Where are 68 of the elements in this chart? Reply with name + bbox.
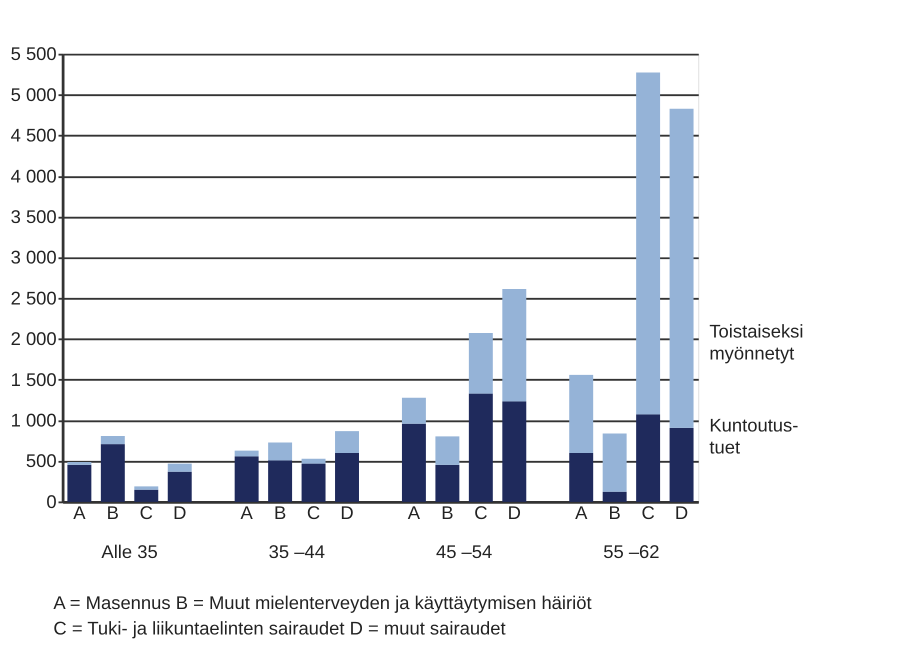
y-tick-label: 1 000	[10, 409, 57, 430]
bar	[268, 442, 292, 460]
x-tick-label: D	[340, 502, 354, 523]
x-tick-label: C	[140, 502, 153, 523]
bar	[402, 398, 426, 424]
text: 35 –44	[268, 541, 325, 562]
bar	[636, 72, 660, 414]
y-tick-label: 4 000	[10, 165, 57, 186]
bar	[636, 414, 660, 502]
x-tick-label: D	[173, 502, 186, 523]
bar	[569, 374, 594, 454]
bar	[670, 428, 694, 502]
bar	[134, 486, 158, 490]
text: 45 –54	[436, 541, 492, 562]
bar	[602, 492, 627, 502]
bar	[670, 108, 694, 428]
x-tick-label: B	[274, 502, 286, 523]
y-tick-label: 500	[26, 450, 57, 472]
bar	[234, 456, 259, 502]
x-tick-label: A	[408, 502, 421, 523]
bar	[168, 464, 192, 472]
y-tick-label: 5 000	[10, 84, 57, 105]
x-tick-label: A	[240, 502, 254, 523]
bar	[100, 444, 125, 502]
x-tick-label: B	[608, 502, 621, 523]
bar	[502, 401, 526, 502]
bar	[168, 472, 192, 502]
x-tick-label: C	[641, 502, 655, 523]
bar	[468, 332, 493, 394]
y-tick-label: 2 500	[10, 287, 57, 308]
series-label: Toistaiseksi myönnetyt	[709, 320, 804, 364]
x-tick-label: D	[674, 502, 688, 523]
bar	[302, 464, 326, 502]
bar	[67, 464, 92, 502]
x-tick-label: D	[508, 502, 521, 523]
bar	[335, 431, 359, 454]
bar	[569, 453, 594, 502]
bar	[502, 289, 526, 402]
y-tick-label: 0	[46, 490, 57, 512]
text: Alle 35	[101, 541, 158, 562]
y-tick-label: 2 000	[10, 328, 57, 350]
bar	[402, 424, 426, 502]
bar	[268, 460, 292, 502]
text: 55 –62	[603, 541, 660, 562]
bar	[234, 450, 259, 456]
x-tick-label: C	[474, 502, 488, 523]
bar	[100, 436, 125, 444]
text: C = Tuki- ja liikuntaelinten sairaudet D = muut sairaudet	[53, 618, 506, 639]
x-tick-label: B	[441, 502, 454, 523]
bar	[67, 462, 92, 465]
y-tick-label: 4 500	[10, 124, 57, 146]
y-tick-label: 3 000	[10, 246, 57, 268]
bar	[134, 490, 158, 502]
y-tick-label: 5 500	[10, 43, 57, 64]
bar	[468, 394, 493, 502]
bar	[435, 436, 460, 465]
text: A = Masennus B = Muut mielenterveyden ja käyttäytymisen häiriöt	[53, 592, 592, 613]
x-tick-label: A	[73, 502, 86, 523]
bar	[435, 464, 460, 502]
x-tick-label: B	[106, 502, 119, 523]
x-tick-label: A	[575, 502, 588, 523]
bar	[602, 434, 627, 492]
bar	[302, 458, 326, 464]
series-label: Kuntoutus-tuet	[709, 414, 798, 458]
y-tick-label: 3 500	[10, 206, 57, 227]
bar	[335, 453, 359, 502]
x-tick-label: C	[306, 502, 320, 523]
y-tick-label: 1 500	[10, 368, 57, 390]
